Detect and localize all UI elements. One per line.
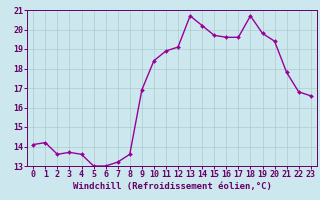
X-axis label: Windchill (Refroidissement éolien,°C): Windchill (Refroidissement éolien,°C) <box>73 182 271 191</box>
